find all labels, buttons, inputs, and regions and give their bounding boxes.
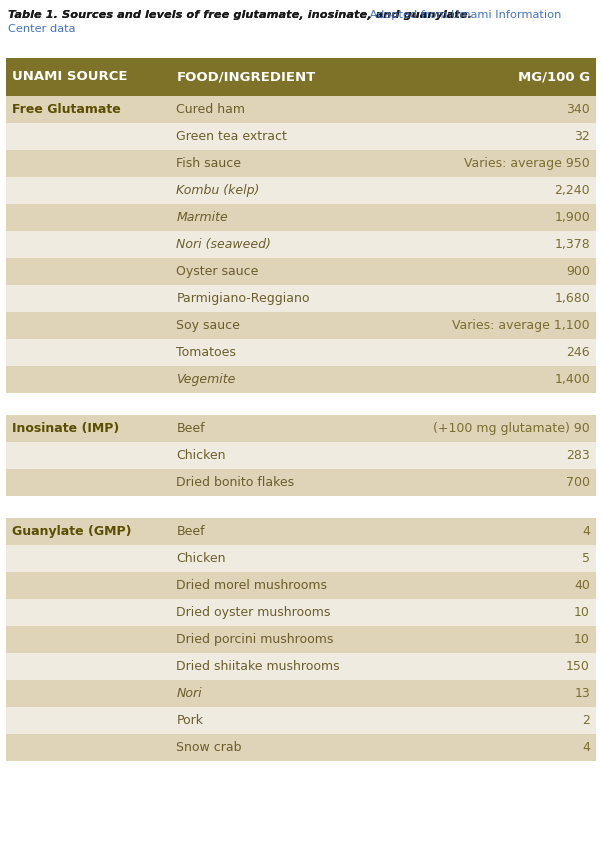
- Text: 5: 5: [582, 552, 590, 565]
- Bar: [6, 393, 596, 415]
- Text: Center data: Center data: [8, 24, 75, 34]
- Bar: [6, 312, 596, 339]
- Bar: [6, 58, 596, 96]
- Text: Marmite: Marmite: [176, 211, 228, 224]
- Bar: [6, 626, 596, 653]
- Text: 700: 700: [566, 476, 590, 489]
- Text: Dried oyster mushrooms: Dried oyster mushrooms: [176, 606, 330, 619]
- Text: Snow crab: Snow crab: [176, 741, 242, 754]
- Bar: [6, 366, 596, 393]
- Bar: [6, 123, 596, 150]
- Text: 10: 10: [574, 633, 590, 646]
- Bar: [6, 599, 596, 626]
- Text: Parmigiano-Reggiano: Parmigiano-Reggiano: [176, 292, 310, 305]
- Text: 4: 4: [582, 525, 590, 538]
- Text: 1,378: 1,378: [554, 238, 590, 251]
- Text: Cured ham: Cured ham: [176, 103, 245, 116]
- Text: Chicken: Chicken: [176, 449, 226, 462]
- Text: Tomatoes: Tomatoes: [176, 346, 236, 359]
- Text: 283: 283: [566, 449, 590, 462]
- Bar: [6, 442, 596, 469]
- Text: 4: 4: [582, 741, 590, 754]
- Text: 150: 150: [566, 660, 590, 673]
- Text: (+100 mg glutamate) 90: (+100 mg glutamate) 90: [433, 422, 590, 435]
- Bar: [6, 469, 596, 496]
- Bar: [6, 96, 596, 123]
- Bar: [6, 680, 596, 707]
- Text: Table 1. Sources and levels of free glutamate, inosinate, and guanylate.: Table 1. Sources and levels of free glut…: [8, 10, 472, 20]
- Text: 340: 340: [566, 103, 590, 116]
- Text: Chicken: Chicken: [176, 552, 226, 565]
- Text: Table 1. Sources and levels of free glutamate, inosinate, and guanylate.: Table 1. Sources and levels of free glut…: [8, 10, 472, 20]
- Bar: [6, 572, 596, 599]
- Text: Oyster sauce: Oyster sauce: [176, 265, 259, 278]
- Bar: [6, 518, 596, 545]
- Text: MG/100 G: MG/100 G: [518, 70, 590, 83]
- Text: Nori (seaweed): Nori (seaweed): [176, 238, 271, 251]
- Bar: [6, 177, 596, 204]
- Bar: [6, 231, 596, 258]
- Text: 1,400: 1,400: [554, 373, 590, 386]
- Text: 32: 32: [574, 130, 590, 143]
- Text: Free Glutamate: Free Glutamate: [12, 103, 121, 116]
- Bar: [6, 653, 596, 680]
- Text: 2: 2: [582, 714, 590, 727]
- Bar: [6, 734, 596, 761]
- Bar: [6, 150, 596, 177]
- Bar: [6, 285, 596, 312]
- Text: Kombu (kelp): Kombu (kelp): [176, 184, 259, 197]
- Text: Varies: average 1,100: Varies: average 1,100: [452, 319, 590, 332]
- Text: Dried shiitake mushrooms: Dried shiitake mushrooms: [176, 660, 340, 673]
- Bar: [6, 496, 596, 518]
- Bar: [6, 339, 596, 366]
- Text: 1,680: 1,680: [554, 292, 590, 305]
- Text: 2,240: 2,240: [554, 184, 590, 197]
- Text: Adapted from Umami Information: Adapted from Umami Information: [366, 10, 562, 20]
- Text: Vegemite: Vegemite: [176, 373, 235, 386]
- Text: 40: 40: [574, 579, 590, 592]
- Text: Guanylate (GMP): Guanylate (GMP): [12, 525, 131, 538]
- Text: Pork: Pork: [176, 714, 203, 727]
- Text: FOOD/INGREDIENT: FOOD/INGREDIENT: [176, 70, 315, 83]
- Text: Inosinate (IMP): Inosinate (IMP): [12, 422, 119, 435]
- Text: Dried porcini mushrooms: Dried porcini mushrooms: [176, 633, 334, 646]
- Bar: [6, 415, 596, 442]
- Bar: [6, 707, 596, 734]
- Text: Dried morel mushrooms: Dried morel mushrooms: [176, 579, 327, 592]
- Text: Nori: Nori: [176, 687, 202, 700]
- Text: 900: 900: [566, 265, 590, 278]
- Text: 1,900: 1,900: [554, 211, 590, 224]
- Text: Dried bonito flakes: Dried bonito flakes: [176, 476, 294, 489]
- Text: Green tea extract: Green tea extract: [176, 130, 287, 143]
- Text: 10: 10: [574, 606, 590, 619]
- Text: Soy sauce: Soy sauce: [176, 319, 240, 332]
- Text: 246: 246: [566, 346, 590, 359]
- Text: UNAMI SOURCE: UNAMI SOURCE: [12, 70, 128, 83]
- Bar: [6, 204, 596, 231]
- Text: Beef: Beef: [176, 525, 205, 538]
- Bar: [6, 258, 596, 285]
- Text: Varies: average 950: Varies: average 950: [464, 157, 590, 170]
- Bar: [6, 545, 596, 572]
- Text: Fish sauce: Fish sauce: [176, 157, 241, 170]
- Text: Beef: Beef: [176, 422, 205, 435]
- Text: 13: 13: [574, 687, 590, 700]
